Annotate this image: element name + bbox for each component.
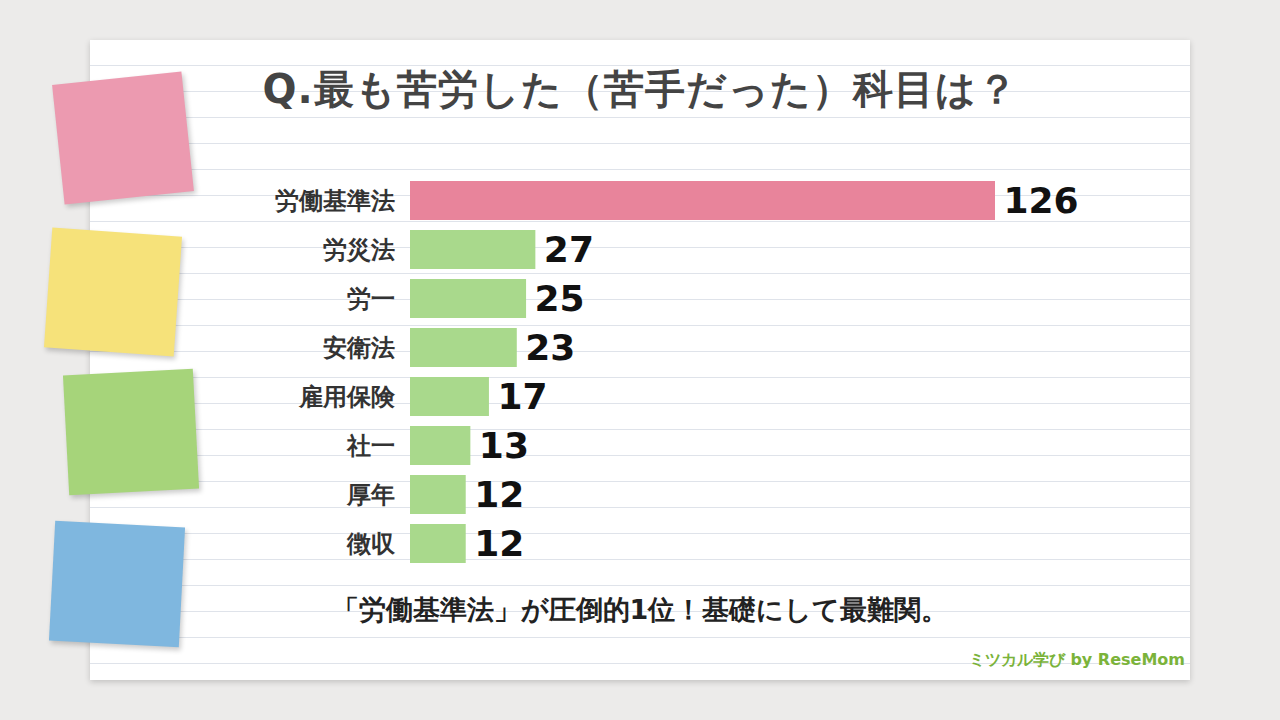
svg-text:厚年: 厚年 (346, 481, 395, 509)
svg-text:労災法: 労災法 (323, 236, 395, 264)
svg-text:徴収: 徴収 (346, 530, 396, 558)
svg-text:安衛法: 安衛法 (323, 334, 395, 362)
svg-text:23: 23 (525, 327, 575, 368)
svg-text:12: 12 (474, 523, 524, 564)
html-text:Q.最も苦労した（苦手だった）科目は？: Q.最も苦労した（苦手だった）科目は？ (262, 66, 1018, 112)
svg-text:労一: 労一 (347, 285, 395, 313)
svg-text:25: 25 (535, 278, 585, 319)
svg-text:17: 17 (497, 376, 547, 417)
svg-text:13: 13 (479, 425, 529, 466)
svg-text:社一: 社一 (346, 432, 395, 460)
svg-text:労働基準法: 労働基準法 (275, 187, 395, 215)
html-text:ミツカル学び by ReseMom: ミツカル学び by ReseMom (968, 650, 1185, 669)
svg-text:12: 12 (474, 474, 524, 515)
svg-text:27: 27 (544, 229, 594, 270)
svg-text:雇用保険: 雇用保険 (298, 383, 396, 411)
html-text:「労働基準法」が圧倒的1位！基礎にして最難関。: 「労働基準法」が圧倒的1位！基礎にして最難関。 (331, 594, 949, 625)
svg-text:126: 126 (1004, 180, 1079, 221)
